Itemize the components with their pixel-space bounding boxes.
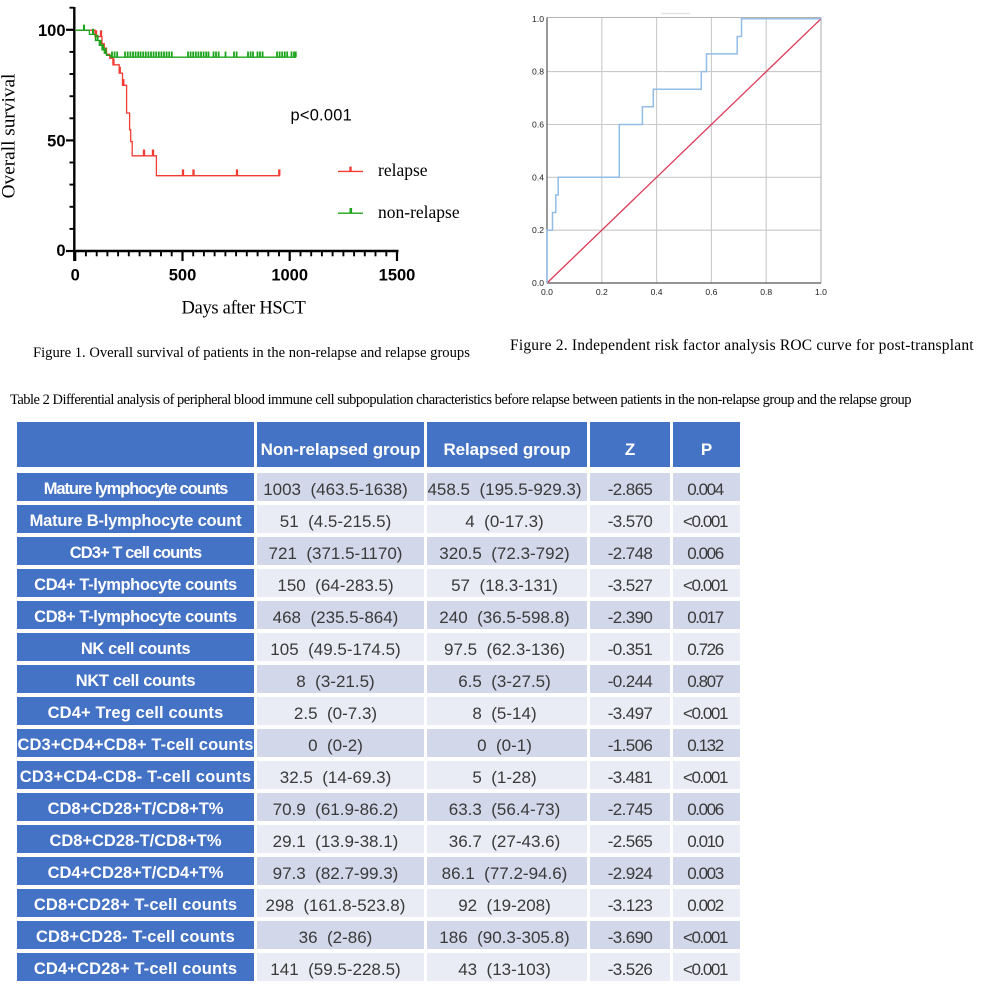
svg-text:0.2: 0.2 — [596, 287, 608, 297]
svg-text:0.2: 0.2 — [532, 225, 544, 235]
svg-text:100: 100 — [38, 22, 66, 40]
svg-text:0: 0 — [56, 242, 65, 260]
svg-text:0.0: 0.0 — [541, 287, 553, 297]
svg-text:50: 50 — [47, 132, 65, 150]
svg-text:1.0: 1.0 — [532, 14, 544, 24]
svg-text:1000: 1000 — [271, 267, 308, 285]
svg-text:Overall survival: Overall survival — [0, 74, 20, 199]
svg-text:1.0: 1.0 — [815, 287, 827, 297]
svg-text:non-relapse: non-relapse — [378, 202, 460, 222]
svg-text:Days after HSCT: Days after HSCT — [182, 299, 306, 319]
svg-text:500: 500 — [169, 267, 197, 285]
svg-text:0.4: 0.4 — [651, 287, 663, 297]
svg-text:0.4: 0.4 — [532, 172, 544, 182]
svg-text:p<0.001: p<0.001 — [291, 107, 352, 125]
svg-text:0.0: 0.0 — [532, 278, 544, 288]
svg-text:0.8: 0.8 — [532, 67, 544, 77]
svg-text:0.8: 0.8 — [760, 287, 772, 297]
svg-text:0: 0 — [71, 267, 80, 285]
svg-text:0.6: 0.6 — [532, 120, 544, 130]
svg-text:1500: 1500 — [379, 267, 416, 285]
svg-text:relapse: relapse — [378, 160, 428, 180]
svg-text:0.6: 0.6 — [705, 287, 717, 297]
